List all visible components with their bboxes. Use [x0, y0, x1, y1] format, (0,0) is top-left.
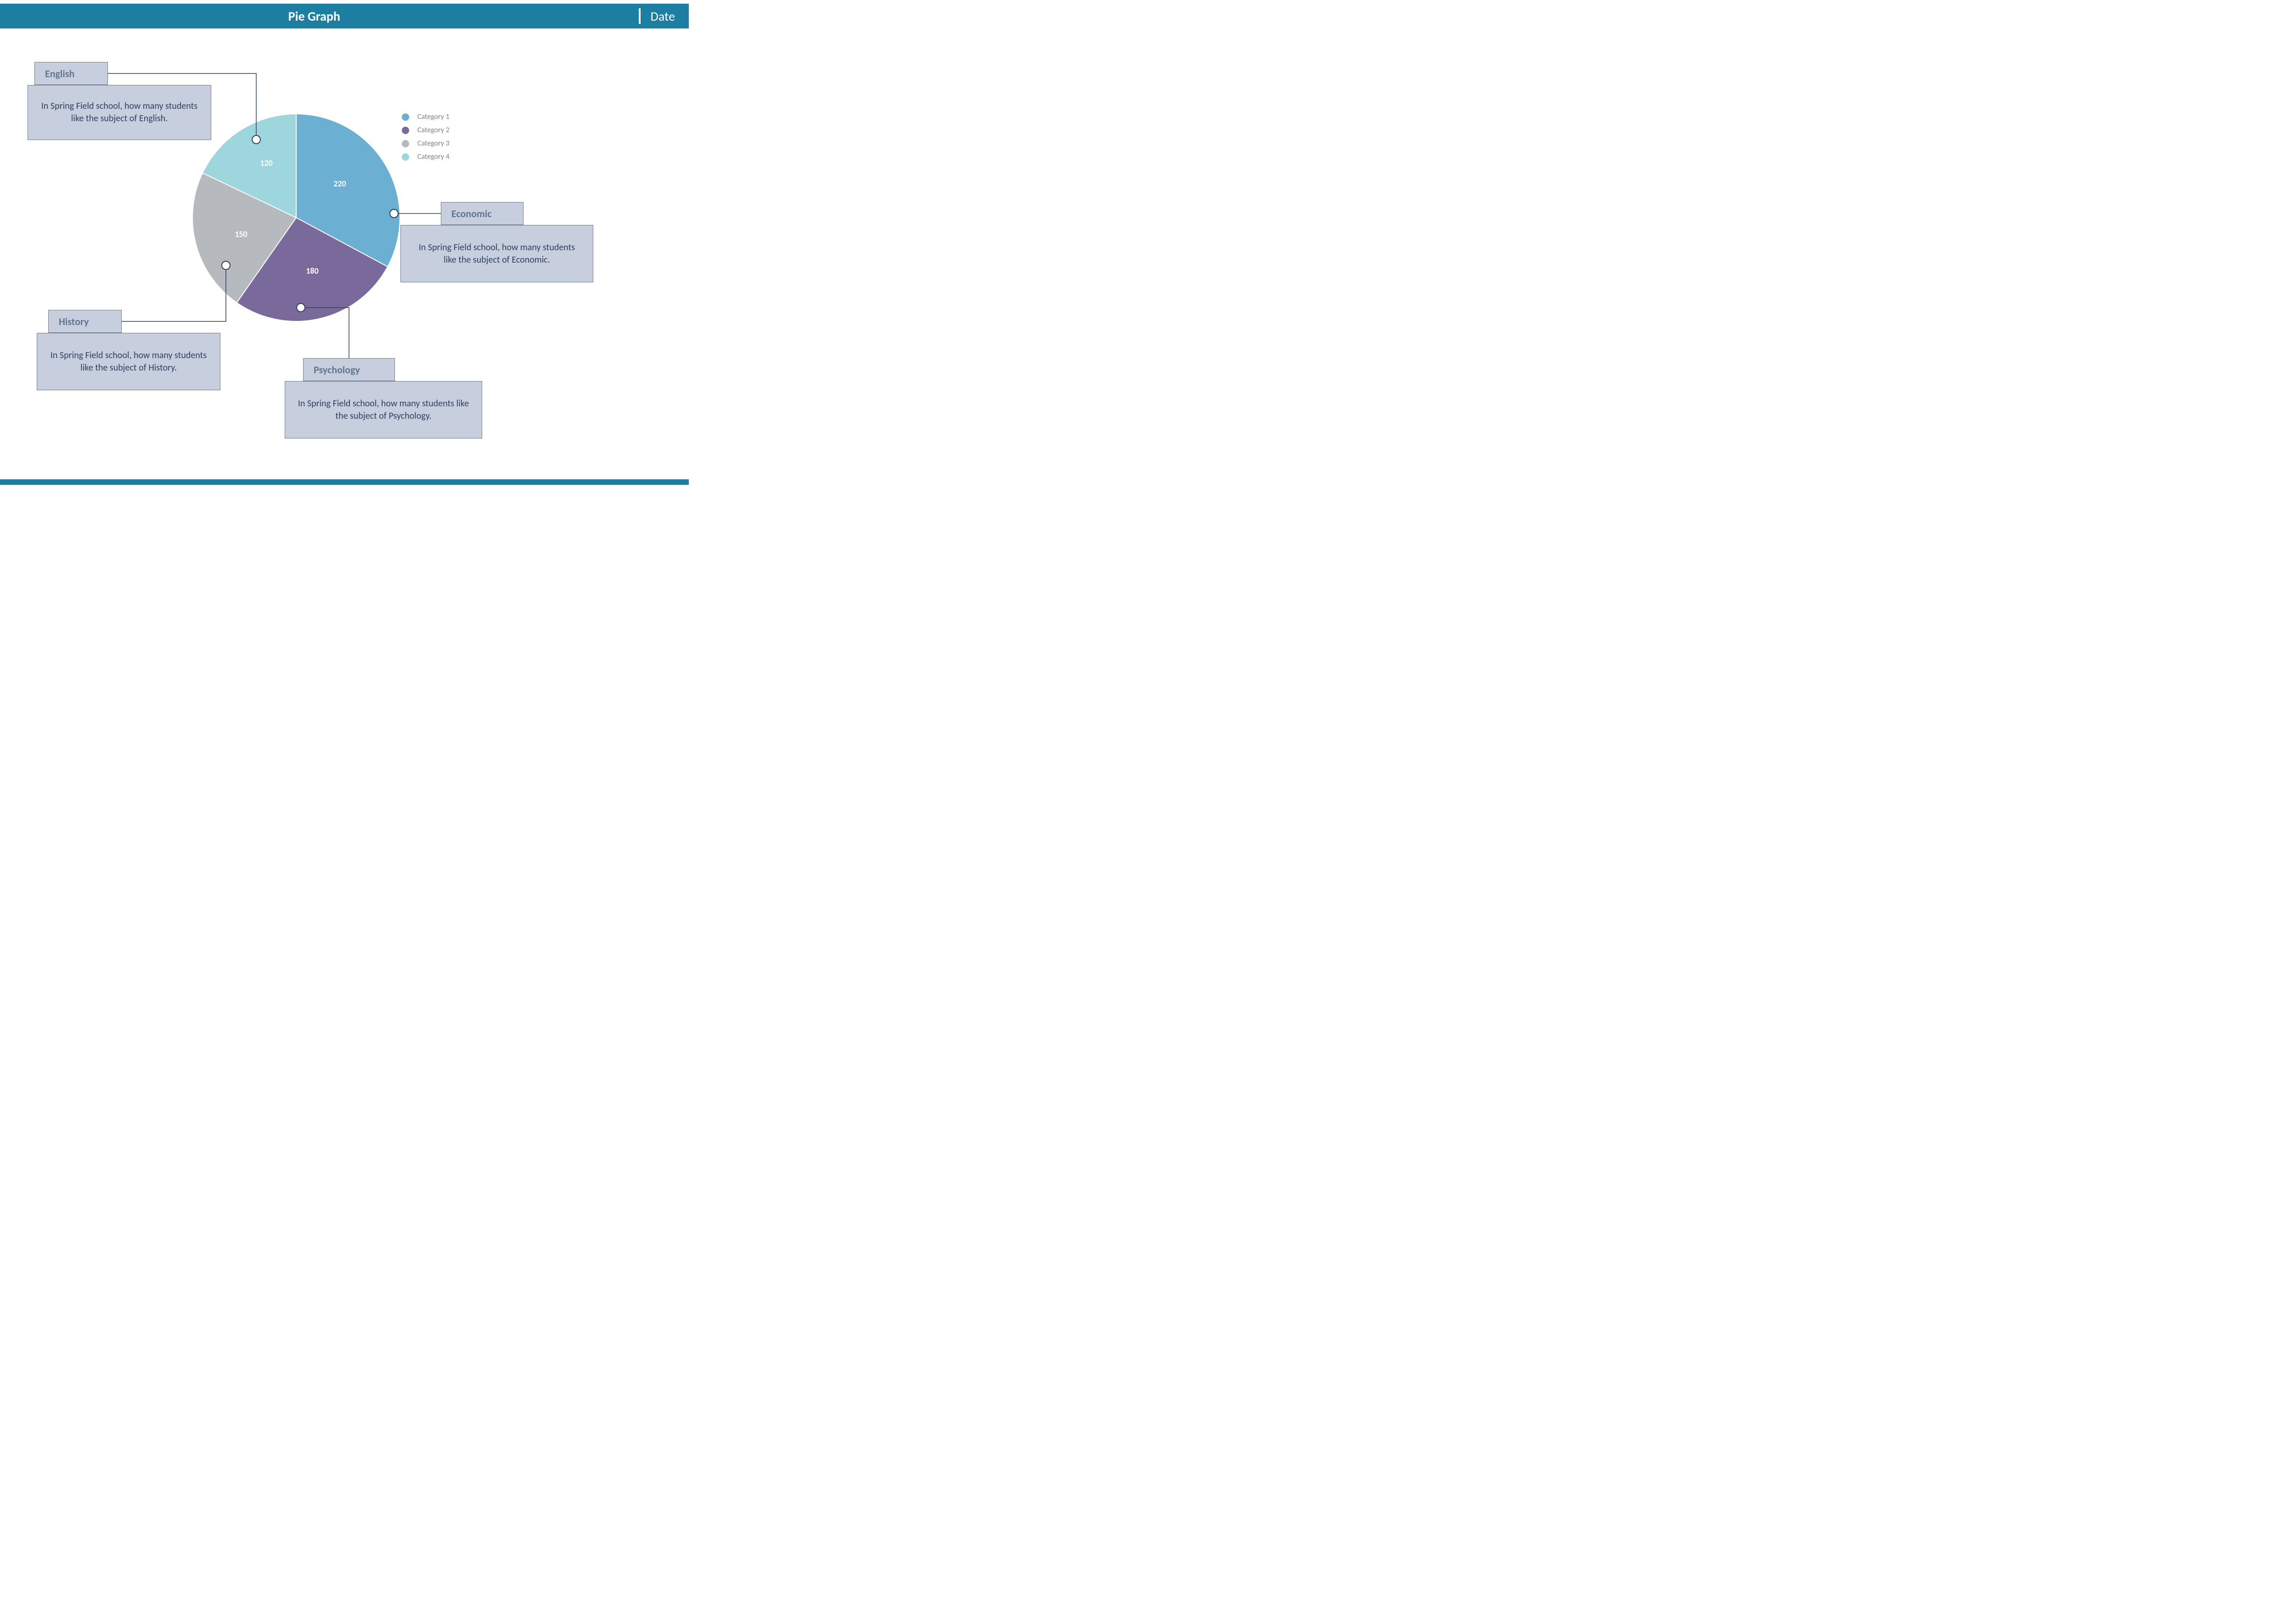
callout-title-history: History [48, 310, 122, 333]
legend-item: Category 3 [402, 139, 450, 148]
legend: Category 1 Category 2 Category 3 Category 4 [402, 112, 450, 166]
pie-slice-value: 180 [306, 266, 318, 276]
pie-borders [193, 114, 400, 321]
callout-body-economic: In Spring Field school, how many student… [400, 225, 593, 282]
legend-swatch [402, 113, 409, 121]
legend-swatch [402, 153, 409, 161]
header-separator [639, 8, 641, 24]
connector-dot-english [252, 135, 261, 144]
footer-bar [0, 479, 689, 485]
callout-body-english: In Spring Field school, how many student… [28, 85, 211, 140]
legend-swatch [402, 127, 409, 134]
callout-title-english: English [34, 62, 108, 85]
pie-slice-value: 220 [333, 179, 346, 189]
legend-item: Category 4 [402, 152, 450, 161]
callout-title-psychology: Psychology [303, 358, 395, 381]
connector-dot-psychology [296, 303, 305, 312]
connector-dot-history [221, 261, 231, 270]
connector-dot-economic [389, 209, 399, 218]
legend-label: Category 4 [417, 152, 450, 161]
header-bar: Pie Graph Date [0, 4, 689, 28]
pie-chart [193, 114, 400, 321]
pie-slice-value: 150 [235, 229, 247, 239]
legend-swatch [402, 140, 409, 147]
legend-item: Category 2 [402, 126, 450, 135]
page-title: Pie Graph [0, 8, 629, 24]
callout-title-economic: Economic [441, 202, 523, 225]
page-root: Pie Graph Date Category 1Category 2Categ… [0, 0, 689, 487]
callout-body-history: In Spring Field school, how many student… [37, 333, 220, 390]
legend-item: Category 1 [402, 112, 450, 121]
pie-slice-value: 120 [260, 158, 272, 168]
legend-label: Category 3 [417, 139, 450, 148]
legend-label: Category 2 [417, 126, 450, 135]
header-date-label: Date [651, 8, 689, 24]
legend-label: Category 1 [417, 112, 450, 121]
callout-body-psychology: In Spring Field school, how many student… [285, 381, 482, 438]
